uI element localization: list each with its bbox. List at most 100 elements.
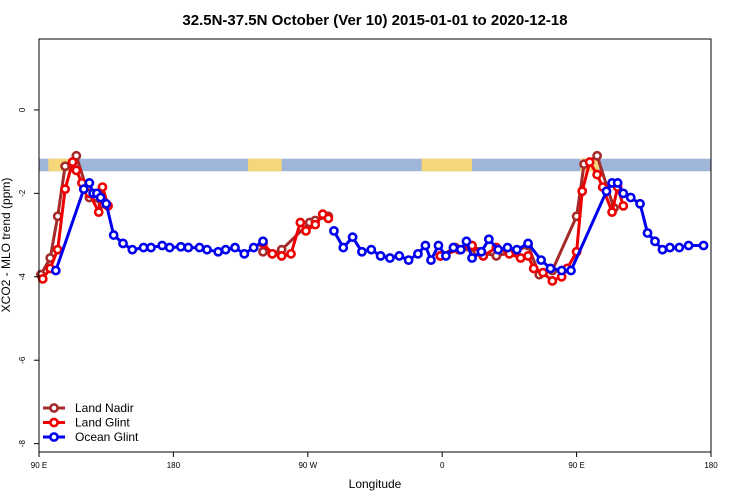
data-point-land-glint-13 — [276, 251, 287, 261]
data-point-ocean-glint-27 — [357, 246, 367, 257]
data-point-ocean-glint-62 — [674, 242, 685, 253]
y-tick-label: -2 — [18, 189, 27, 197]
data-point-ocean-glint-14 — [175, 241, 186, 252]
data-point-ocean-glint-20 — [230, 242, 240, 253]
data-point-land-glint-0 — [37, 273, 48, 284]
data-point-ocean-glint-32 — [403, 255, 414, 266]
data-point-ocean-glint-17 — [202, 244, 212, 255]
data-point-ocean-glint-29 — [375, 251, 386, 261]
data-point-ocean-glint-48 — [536, 255, 547, 266]
data-point-land-glint-17 — [310, 219, 321, 230]
data-point-ocean-glint-9 — [127, 244, 138, 255]
y-axis: 0 -2 -4 -6 -8 — [18, 107, 39, 447]
data-point-land-glint-15 — [295, 217, 306, 228]
data-point-land-glint-38 — [607, 207, 617, 218]
data-point-ocean-glint-11 — [146, 242, 156, 253]
data-point-ocean-glint-30 — [385, 253, 395, 263]
data-point-ocean-glint-22 — [248, 242, 259, 253]
data-point-land-glint-28 — [528, 263, 539, 274]
data-point-land-glint-36 — [592, 169, 603, 180]
data-point-ocean-glint-42 — [476, 246, 487, 257]
data-point-ocean-glint-58 — [642, 228, 653, 238]
data-point-ocean-glint-35 — [426, 255, 436, 266]
series-ocean-glint — [50, 178, 709, 276]
data-point-ocean-glint-19 — [220, 244, 231, 255]
x-tick-label: 90 E — [31, 461, 47, 470]
land-mask-band — [39, 158, 711, 172]
series-line-land-glint-2 — [439, 160, 625, 283]
data-point-ocean-glint-25 — [338, 242, 349, 253]
data-point-ocean-glint-6 — [101, 198, 112, 209]
data-point-ocean-glint-39 — [455, 244, 466, 255]
series-land-glint — [37, 157, 629, 286]
x-tick-label: 180 — [704, 461, 718, 470]
x-tick-label: 0 — [440, 461, 445, 470]
data-point-land-glint-8 — [93, 207, 104, 218]
data-point-land-nadir-23 — [592, 150, 603, 161]
data-point-land-glint-30 — [547, 276, 558, 286]
series-line-land-glint-0 — [41, 160, 110, 280]
legend-marker-land-glint — [49, 417, 59, 428]
data-point-land-glint-27 — [523, 251, 533, 261]
data-point-land-glint-5 — [71, 165, 82, 176]
data-point-ocean-glint-63 — [683, 240, 694, 251]
data-point-land-glint-4 — [67, 157, 78, 167]
chart-title: 32.5N-37.5N October (Ver 10) 2015-01-01 … — [182, 12, 567, 29]
plot-frame — [38, 38, 712, 453]
data-point-ocean-glint-33 — [413, 248, 423, 259]
data-point-ocean-glint-41 — [467, 253, 477, 263]
data-point-ocean-glint-18 — [213, 246, 224, 257]
data-point-ocean-glint-55 — [618, 188, 629, 199]
data-point-ocean-glint-59 — [650, 236, 660, 247]
x-axis-label: Longitude — [349, 477, 402, 491]
data-point-ocean-glint-47 — [523, 238, 533, 249]
legend-label-land-nadir: Land Nadir — [75, 401, 134, 415]
data-point-ocean-glint-34 — [420, 240, 431, 251]
data-point-land-glint-29 — [538, 267, 548, 278]
data-point-ocean-glint-0 — [50, 265, 61, 276]
data-point-ocean-glint-1 — [78, 184, 89, 195]
data-point-ocean-glint-7 — [108, 230, 119, 240]
data-point-ocean-glint-50 — [556, 265, 567, 276]
land-segment-1 — [248, 158, 282, 172]
land-segment-3 — [431, 158, 473, 172]
data-point-land-glint-9 — [97, 182, 108, 192]
legend-label-ocean-glint: Ocean Glint — [75, 430, 139, 444]
data-point-ocean-glint-54 — [612, 178, 623, 188]
legend-label-land-glint: Land Glint — [75, 416, 130, 430]
data-point-ocean-glint-15 — [183, 242, 194, 253]
legend-marker-land-nadir — [49, 403, 59, 413]
y-tick-label: 0 — [18, 107, 27, 112]
data-point-ocean-glint-43 — [483, 234, 494, 245]
data-point-ocean-glint-23 — [258, 236, 268, 247]
data-point-ocean-glint-13 — [164, 242, 175, 253]
data-point-ocean-glint-51 — [566, 265, 576, 276]
data-point-ocean-glint-10 — [138, 242, 149, 253]
data-point-land-glint-2 — [52, 244, 63, 255]
x-tick-label: 90 E — [568, 461, 584, 470]
x-tick-label: 180 — [167, 461, 181, 470]
data-point-ocean-glint-21 — [239, 248, 250, 259]
data-point-land-glint-19 — [323, 213, 334, 224]
y-tick-label: -8 — [18, 440, 27, 448]
data-point-land-glint-35 — [584, 157, 595, 167]
data-point-land-nadir-7 — [258, 246, 268, 257]
y-axis-label: XCO2 - MLO trend (ppm) — [0, 178, 13, 313]
data-point-ocean-glint-44 — [493, 244, 504, 255]
data-point-ocean-glint-56 — [625, 192, 636, 203]
data-point-ocean-glint-5 — [95, 192, 106, 203]
y-tick-label: -4 — [18, 273, 27, 281]
data-point-ocean-glint-46 — [511, 244, 522, 255]
data-point-land-glint-14 — [286, 248, 296, 259]
data-point-ocean-glint-31 — [394, 251, 405, 261]
data-point-ocean-glint-52 — [601, 186, 612, 197]
data-point-land-glint-26 — [515, 253, 526, 263]
data-point-ocean-glint-61 — [665, 242, 675, 253]
data-point-ocean-glint-57 — [635, 198, 645, 209]
series-group — [35, 150, 709, 286]
data-point-ocean-glint-8 — [118, 238, 128, 249]
data-point-land-glint-40 — [618, 200, 629, 211]
legend-marker-ocean-glint — [49, 432, 59, 442]
